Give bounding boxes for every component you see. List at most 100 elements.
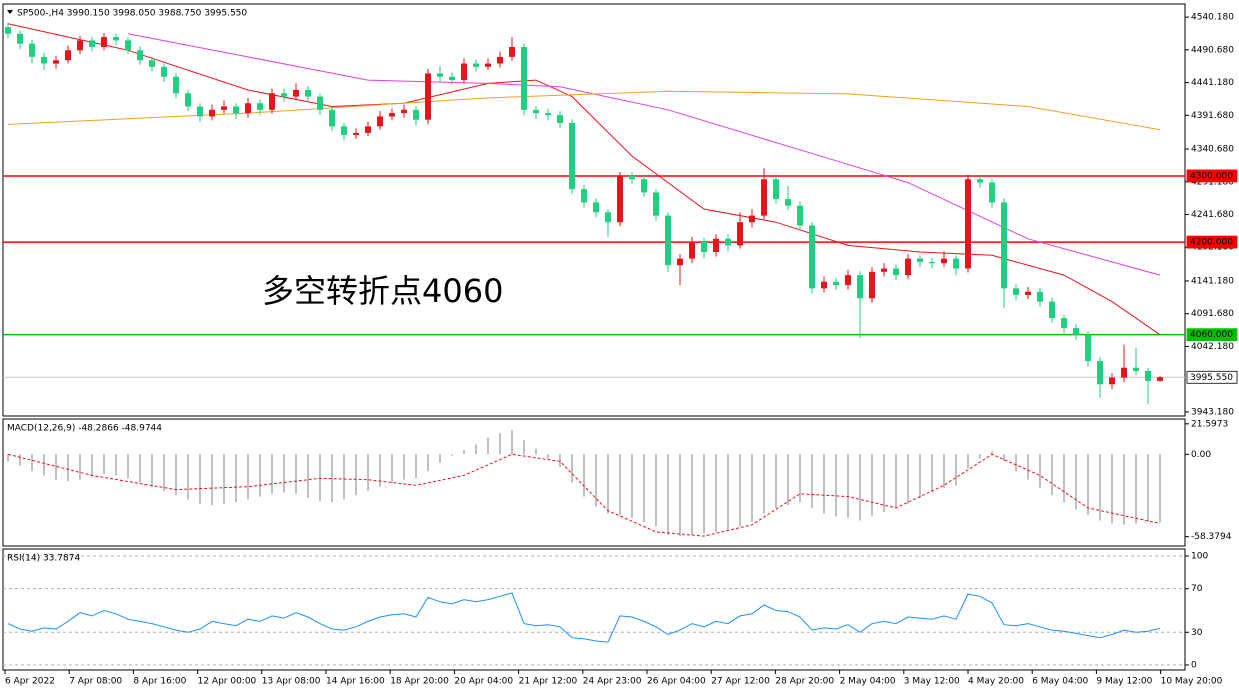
- candle-body: [305, 89, 311, 97]
- moving-average: [7, 90, 1161, 131]
- candle-body: [929, 261, 935, 264]
- candle-body: [617, 175, 623, 223]
- candle-body: [221, 106, 227, 110]
- macd-bar: [139, 454, 141, 483]
- candle-body: [377, 116, 383, 127]
- y-tick-label: 0: [1191, 660, 1197, 670]
- macd-bar: [175, 454, 177, 496]
- macd-bar: [595, 454, 597, 507]
- candle-body: [893, 268, 899, 276]
- macd-bar: [1123, 454, 1125, 525]
- macd-bar: [883, 454, 885, 513]
- candle-body: [857, 275, 863, 299]
- candle-body: [773, 179, 779, 200]
- candle-body: [365, 126, 371, 133]
- macd-bar: [991, 451, 993, 455]
- candle-body: [641, 179, 647, 193]
- candle-body: [845, 275, 851, 286]
- macd-bar: [523, 440, 525, 455]
- y-tick-label: 4042.180: [1191, 342, 1234, 352]
- x-tick-label: 21 Apr 12:00: [519, 677, 578, 687]
- candle-body: [245, 103, 251, 114]
- macd-bar: [235, 454, 237, 503]
- candle-body: [1001, 202, 1007, 289]
- candle-body: [1157, 377, 1163, 381]
- macd-bar: [1135, 454, 1137, 524]
- macd-bar: [403, 454, 405, 480]
- macd-bar: [1147, 454, 1149, 523]
- candle-body: [77, 40, 83, 51]
- macd-bar: [151, 454, 153, 487]
- macd-bar: [199, 454, 201, 504]
- candle-body: [329, 109, 335, 127]
- macd-bar: [187, 454, 189, 500]
- candle-body: [821, 281, 827, 289]
- candle-body: [689, 242, 695, 259]
- candle-body: [725, 238, 731, 246]
- macd-bar: [487, 437, 489, 455]
- candle-body: [1121, 367, 1127, 378]
- macd-bar: [607, 454, 609, 514]
- x-tick-label: 3 May 12:00: [904, 677, 960, 687]
- macd-bar: [343, 454, 345, 500]
- candle-body: [401, 109, 407, 114]
- candle-body: [449, 76, 455, 81]
- macd-bar: [427, 454, 429, 472]
- macd-bar: [895, 454, 897, 508]
- macd-bar: [319, 454, 321, 501]
- candle-body: [317, 96, 323, 110]
- macd-bar: [67, 454, 69, 482]
- panel-frame: [2, 3, 1186, 417]
- candle-body: [557, 115, 563, 124]
- y-tick-label: 70: [1191, 584, 1203, 594]
- candle-body: [521, 46, 527, 110]
- x-tick-label: 8 Apr 16:00: [133, 677, 186, 687]
- x-tick-label: 2 May 04:00: [840, 677, 896, 687]
- candle-body: [1085, 334, 1091, 362]
- y-tick-label: 3943.180: [1191, 407, 1234, 417]
- y-tick-label: 4340.680: [1191, 145, 1234, 155]
- candle-body: [653, 192, 659, 216]
- macd-bar: [259, 454, 261, 497]
- x-tick-label: 6 Apr 2022: [5, 677, 55, 687]
- macd-bar: [967, 454, 969, 469]
- candle-body: [833, 281, 839, 286]
- macd-bar: [331, 454, 333, 503]
- macd-bar: [547, 454, 549, 459]
- macd-bar: [511, 430, 513, 455]
- x-tick-label: 6 May 04:00: [1032, 677, 1088, 687]
- macd-bar: [727, 454, 729, 531]
- macd-bar: [1003, 454, 1005, 462]
- candle-body: [533, 109, 539, 114]
- candle-body: [677, 258, 683, 266]
- level-label-box: [1186, 370, 1238, 384]
- x-tick-label: 12 Apr 00:00: [198, 677, 257, 687]
- x-tick-label: 10 May 20:00: [1161, 677, 1223, 687]
- candle-body: [593, 202, 599, 213]
- macd-bar: [1099, 454, 1101, 521]
- candle-body: [53, 60, 59, 64]
- macd-bar: [307, 454, 309, 499]
- x-tick-label: 7 Apr 08:00: [69, 677, 122, 687]
- y-tick-label: 0.00: [1191, 450, 1211, 460]
- macd-bar: [247, 454, 249, 500]
- candle-body: [605, 212, 611, 223]
- macd-bar: [703, 454, 705, 534]
- macd-bar: [223, 454, 225, 504]
- macd-bar: [271, 454, 273, 494]
- candle-body: [989, 182, 995, 203]
- rsi-line: [7, 592, 1161, 643]
- candle-body: [497, 56, 503, 64]
- macd-bar: [847, 454, 849, 518]
- moving-average: [7, 23, 1161, 336]
- menu-icon: [7, 10, 13, 14]
- candle-body: [389, 113, 395, 117]
- x-tick-label: 28 Apr 20:00: [775, 677, 834, 687]
- macd-bar: [799, 454, 801, 503]
- signal-line: [7, 453, 1161, 537]
- candle-body: [353, 132, 359, 135]
- candle-body: [161, 66, 167, 77]
- candle-body: [1061, 318, 1067, 329]
- macd-bar: [1087, 454, 1089, 515]
